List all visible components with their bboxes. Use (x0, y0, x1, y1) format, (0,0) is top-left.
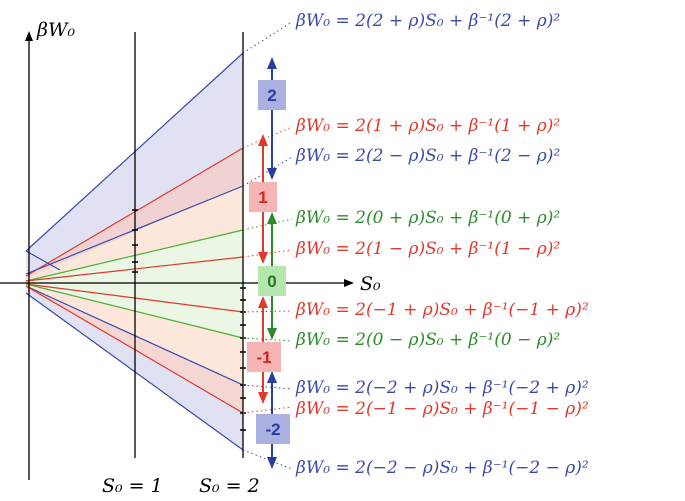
arrowhead (258, 296, 268, 308)
axes (0, 31, 354, 480)
arrowhead (267, 457, 277, 469)
y-axis-label: βW₀ (36, 19, 76, 41)
badge-2-bg (258, 80, 286, 110)
badge-m1-label: -1 (256, 348, 271, 367)
equation-red-1-minus: βW₀ = 2(1 − ρ)S₀ + β⁻¹(1 − ρ)² (295, 239, 560, 259)
equation-blue-m2-minus: βW₀ = 2(−2 − ρ)S₀ + β⁻¹(−2 − ρ)² (295, 458, 589, 478)
leader-red-m1-plus (242, 310, 293, 313)
leader-blue-2-plus (242, 21, 293, 54)
equation-green-0-minus: βW₀ = 2(0 − ρ)S₀ + β⁻¹(0 − ρ)² (295, 330, 560, 350)
line-blue-left-spur (25, 250, 61, 271)
badge-1-bg (249, 182, 277, 212)
leader-lines (242, 21, 293, 470)
leader-blue-m2-plus (242, 384, 293, 390)
badge-0-label: 0 (267, 272, 276, 291)
equation-blue-2-plus: βW₀ = 2(2 + ρ)S₀ + β⁻¹(2 + ρ)² (295, 11, 560, 31)
leader-red-m1-minus (242, 406, 293, 414)
equation-red-1-plus: βW₀ = 2(1 + ρ)S₀ + β⁻¹(1 + ρ)² (295, 116, 560, 136)
arrowhead (267, 168, 277, 180)
badge-m2-bg (256, 414, 290, 444)
arrowhead (258, 134, 268, 146)
arrowhead (258, 252, 268, 264)
badge-1-label: 1 (258, 188, 267, 207)
gap-arrows (258, 57, 277, 469)
arrowhead (267, 212, 277, 224)
arrowhead (267, 371, 277, 383)
equation-green-0-plus: βW₀ = 2(0 + ρ)S₀ + β⁻¹(0 + ρ)² (295, 208, 560, 228)
x-axis-label: S₀ (360, 273, 381, 295)
tick-marks (132, 209, 246, 431)
equations: βW₀ = 2(2 + ρ)S₀ + β⁻¹(2 + ρ)² βW₀ = 2(1… (295, 11, 589, 478)
arrowhead (258, 392, 268, 404)
badge-m2-label: -2 (265, 420, 280, 439)
x-axis-arrowhead (344, 279, 354, 287)
axis-labels: βW₀ S₀ S₀ = 1 S₀ = 2 (36, 19, 381, 497)
leader-green-0-plus (242, 218, 293, 231)
leader-blue-2-minus (242, 156, 293, 187)
badges: 2 1 0 -1 -2 (247, 80, 290, 444)
equation-red-m1-plus: βW₀ = 2(−1 + ρ)S₀ + β⁻¹(−1 + ρ)² (295, 300, 589, 320)
y-axis-arrowhead (25, 31, 33, 41)
leader-blue-m2-minus (242, 449, 293, 470)
tick-label-s0-1: S₀ = 1 (102, 475, 163, 497)
badge-2-label: 2 (267, 86, 276, 105)
equation-blue-m2-plus: βW₀ = 2(−2 + ρ)S₀ + β⁻¹(−2 + ρ)² (295, 378, 589, 398)
equation-red-m1-minus: βW₀ = 2(−1 − ρ)S₀ + β⁻¹(−1 − ρ)² (295, 399, 589, 419)
equation-blue-2-minus: βW₀ = 2(2 − ρ)S₀ + β⁻¹(2 − ρ)² (295, 146, 560, 166)
arrowhead (267, 57, 277, 69)
arrowhead (267, 328, 277, 340)
leader-red-1-minus (242, 249, 293, 258)
leader-green-0-minus (242, 337, 293, 342)
badge-m1-bg (247, 342, 281, 372)
tick-label-s0-2: S₀ = 2 (199, 475, 260, 497)
badge-0-bg (258, 266, 286, 296)
